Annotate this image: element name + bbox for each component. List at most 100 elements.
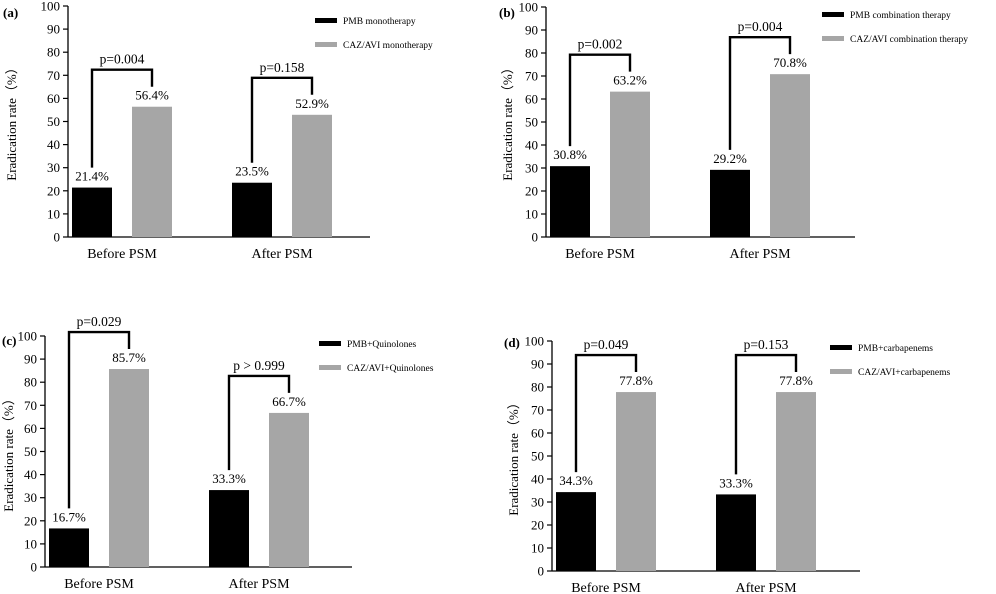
panel-label: (a) bbox=[3, 5, 18, 20]
p-value-label: p=0.029 bbox=[77, 314, 122, 329]
y-tick-label: 20 bbox=[525, 184, 538, 199]
data-label: 16.7% bbox=[52, 509, 86, 524]
bar-pmb-before bbox=[72, 187, 112, 237]
bar-cazavi-before bbox=[610, 91, 650, 237]
y-tick-label: 10 bbox=[525, 207, 538, 222]
p-value-label: p=0.158 bbox=[260, 60, 305, 75]
y-tick-label: 100 bbox=[519, 0, 539, 15]
legend-swatch bbox=[822, 36, 844, 41]
y-tick-label: 30 bbox=[531, 495, 544, 510]
legend-label: CAZ/AVI+Quinolones bbox=[347, 364, 434, 374]
y-tick-label: 80 bbox=[525, 46, 538, 61]
chart-panel-b: (b) 0 10 20 30 40 50 60 70 80 90 100 Eradication rat… bbox=[499, 0, 968, 262]
significance-bracket bbox=[250, 76, 314, 163]
significance-bracket bbox=[574, 353, 638, 473]
y-tick-label: 30 bbox=[24, 490, 37, 505]
y-tick-label: 0 bbox=[54, 230, 61, 245]
y-tick-label: 90 bbox=[24, 352, 37, 367]
y-axis-title: Eradication rate（%） bbox=[500, 61, 515, 180]
legend-label: CAZ/AVI monotherapy bbox=[343, 41, 433, 51]
y-tick-label: 90 bbox=[531, 357, 544, 372]
y-tick-label: 40 bbox=[24, 467, 37, 482]
data-label: 77.8% bbox=[779, 373, 813, 388]
data-label: 34.3% bbox=[559, 473, 593, 488]
y-tick-label: 70 bbox=[531, 403, 544, 418]
data-label: 56.4% bbox=[135, 88, 169, 103]
legend-swatch bbox=[315, 42, 337, 47]
y-tick-label: 70 bbox=[47, 68, 60, 83]
legend-label: PMB monotherapy bbox=[343, 17, 416, 27]
bar-pmb-before bbox=[550, 166, 590, 237]
y-tick-label: 80 bbox=[47, 45, 60, 60]
data-label: 30.8% bbox=[553, 147, 587, 162]
y-tick-label: 10 bbox=[531, 541, 544, 556]
legend-label: CAZ/AVI combination therapy bbox=[850, 35, 968, 45]
y-tick-label: 20 bbox=[24, 513, 37, 528]
y-tick-label: 60 bbox=[525, 92, 538, 107]
y-tick-label: 20 bbox=[47, 183, 60, 198]
bar-cazavi-after bbox=[776, 392, 816, 571]
data-label: 77.8% bbox=[619, 373, 653, 388]
significance-bracket bbox=[728, 35, 792, 150]
p-value-label: p=0.049 bbox=[584, 337, 629, 352]
data-label: 66.7% bbox=[272, 394, 306, 409]
y-tick-label: 10 bbox=[24, 536, 37, 551]
chart-panel-d: (d) 0 10 20 30 40 50 60 70 80 90 100 Eradication rat… bbox=[504, 334, 951, 594]
y-tick-label: 60 bbox=[531, 426, 544, 441]
legend-swatch bbox=[830, 345, 852, 350]
bar-cazavi-before bbox=[132, 106, 172, 237]
bar-pmb-after bbox=[209, 490, 249, 567]
bar-pmb-after bbox=[716, 494, 756, 571]
y-tick-label: 0 bbox=[31, 560, 38, 575]
y-tick-label: 70 bbox=[525, 69, 538, 84]
y-tick-label: 40 bbox=[525, 138, 538, 153]
legend-swatch bbox=[315, 18, 337, 23]
y-tick-label: 0 bbox=[532, 230, 539, 245]
x-category-label: After PSM bbox=[228, 577, 290, 592]
legend-swatch bbox=[830, 369, 852, 374]
x-category-label: After PSM bbox=[729, 247, 791, 262]
p-value-label: p=0.002 bbox=[578, 37, 623, 52]
y-tick-label: 100 bbox=[18, 329, 38, 344]
y-tick-label: 90 bbox=[525, 23, 538, 38]
y-tick-label: 80 bbox=[531, 380, 544, 395]
y-tick-label: 100 bbox=[525, 334, 545, 349]
y-tick-label: 90 bbox=[47, 22, 60, 37]
y-tick-label: 50 bbox=[525, 115, 538, 130]
y-tick-label: 0 bbox=[538, 564, 545, 579]
significance-bracket bbox=[90, 68, 154, 168]
y-tick-label: 40 bbox=[531, 472, 544, 487]
legend-label: CAZ/AVI+carbapenems bbox=[858, 368, 951, 378]
bar-pmb-before bbox=[556, 492, 596, 571]
y-axis-title: Eradication rate（%） bbox=[1, 392, 16, 511]
x-category-label: Before PSM bbox=[64, 577, 134, 592]
x-category-label: Before PSM bbox=[571, 581, 641, 594]
bar-cazavi-after bbox=[269, 412, 309, 567]
y-tick-label: 80 bbox=[24, 375, 37, 390]
p-value-label: p=0.004 bbox=[100, 52, 145, 67]
y-axis-title: Eradication rate（%） bbox=[506, 396, 521, 515]
y-tick-label: 50 bbox=[24, 444, 37, 459]
y-tick-label: 100 bbox=[41, 0, 61, 14]
panel-label: (b) bbox=[499, 5, 515, 20]
significance-bracket bbox=[568, 53, 632, 147]
y-tick-label: 20 bbox=[531, 518, 544, 533]
bar-cazavi-after bbox=[770, 74, 810, 237]
data-label: 70.8% bbox=[773, 55, 807, 70]
significance-bracket bbox=[734, 353, 798, 475]
y-tick-label: 30 bbox=[525, 161, 538, 176]
panel-label: (c) bbox=[2, 333, 16, 348]
p-value-label: p > 0.999 bbox=[233, 358, 285, 373]
data-label: 63.2% bbox=[613, 73, 647, 88]
bar-pmb-after bbox=[232, 182, 272, 237]
data-label: 33.3% bbox=[212, 471, 246, 486]
y-tick-label: 60 bbox=[24, 421, 37, 436]
chart-panel-a: (a) 0 10 20 30 40 50 60 70 80 90 100 Eradication rat… bbox=[3, 0, 433, 262]
x-category-label: Before PSM bbox=[565, 247, 635, 262]
data-label: 29.2% bbox=[713, 151, 747, 166]
bar-pmb-after bbox=[710, 169, 750, 237]
y-tick-label: 30 bbox=[47, 160, 60, 175]
significance-bracket bbox=[227, 374, 291, 471]
legend-label: PMB+Quinolones bbox=[347, 340, 417, 350]
data-label: 23.5% bbox=[235, 164, 269, 179]
